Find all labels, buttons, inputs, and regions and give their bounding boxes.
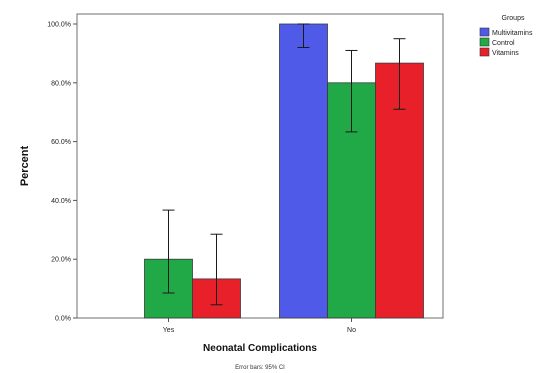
y-tick-label: 40.0%: [51, 198, 71, 205]
legend-label-vitamins: Vitamins: [492, 50, 519, 57]
x-tick-label: Yes: [163, 327, 175, 334]
footnote: Error bars: 95% CI: [235, 365, 285, 371]
error-bars: [162, 23, 406, 306]
y-axis: 0.0% 20.0% 40.0% 60.0% 80.0% 100.0%: [47, 22, 77, 323]
legend: Groups Multivitamins Control Vitamins: [479, 15, 533, 57]
y-axis-title: Percent: [19, 145, 31, 186]
legend-swatch-vitamins: [479, 47, 490, 57]
x-axis: Yes No: [163, 318, 356, 334]
legend-label-control: Control: [492, 40, 515, 47]
legend-swatch-control: [479, 37, 490, 47]
y-tick-label: 20.0%: [51, 257, 71, 264]
y-tick-label: 0.0%: [55, 316, 71, 323]
y-tick-label: 60.0%: [51, 139, 71, 146]
legend-swatch-multivitamins: [479, 27, 490, 37]
legend-label-multivitamins: Multivitamins: [492, 30, 533, 37]
y-tick-label: 80.0%: [51, 80, 71, 87]
x-axis-title: Neonatal Complications: [203, 343, 317, 354]
legend-title: Groups: [502, 15, 525, 22]
bar-multivitamins-no: [279, 23, 328, 319]
y-tick-label: 100.0%: [47, 22, 71, 29]
x-tick-label: No: [347, 327, 356, 334]
